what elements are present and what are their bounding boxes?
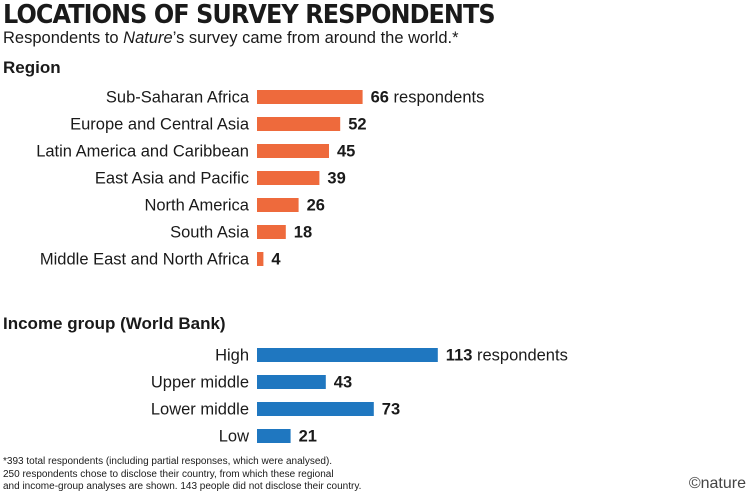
category-label: Lower middle xyxy=(151,401,249,419)
value-label: 66 respondents xyxy=(371,89,485,107)
section-title: Region xyxy=(3,58,61,77)
bar xyxy=(257,198,299,212)
category-label: South Asia xyxy=(170,224,250,242)
value-label: 26 xyxy=(307,197,325,215)
category-label: Middle East and North Africa xyxy=(40,251,250,269)
category-label: East Asia and Pacific xyxy=(95,170,249,188)
bar xyxy=(257,402,374,416)
footnote: *393 total respondents (including partia… xyxy=(3,456,361,494)
footnote-line: *393 total respondents (including partia… xyxy=(3,456,333,467)
category-label: North America xyxy=(144,197,249,215)
value-label: 4 xyxy=(271,251,281,269)
category-label: Upper middle xyxy=(151,374,249,392)
bar xyxy=(257,348,438,362)
section-title: Income group (World Bank) xyxy=(3,314,226,333)
value-label: 52 xyxy=(348,116,366,134)
category-label: Europe and Central Asia xyxy=(70,116,250,134)
bar xyxy=(257,144,329,158)
category-label: Sub-Saharan Africa xyxy=(106,89,250,107)
bar xyxy=(257,429,291,443)
category-label: Low xyxy=(219,428,249,446)
value-label: 43 xyxy=(334,374,352,392)
bar xyxy=(257,225,286,239)
chart-subtitle: Respondents to Nature’s survey came from… xyxy=(3,29,459,48)
bar xyxy=(257,252,264,266)
footnote-line: 250 respondents chose to disclose their … xyxy=(3,468,334,480)
value-label: 18 xyxy=(294,224,312,242)
subtitle-post: ’s survey came from around the world.* xyxy=(172,29,459,47)
footnote-line: and income-group analyses are shown. 143… xyxy=(3,481,362,492)
subtitle-journal-name: Nature xyxy=(123,29,173,47)
bar xyxy=(257,117,341,131)
category-label: High xyxy=(215,347,249,365)
bar-charts: Region Sub-Saharan Africa 66 respondents Eu… xyxy=(3,58,568,446)
value-label: 21 xyxy=(299,428,317,446)
category-label: Latin America and Caribbean xyxy=(36,143,249,161)
value-label: 113 respondents xyxy=(446,347,568,365)
subtitle-pre: Respondents to xyxy=(3,29,124,47)
nature-logo: ©nature xyxy=(688,475,746,492)
chart-title: LOCATIONS OF SURVEY RESPONDENTS xyxy=(3,0,496,30)
value-label: 39 xyxy=(327,170,345,188)
bar xyxy=(257,90,363,104)
bar xyxy=(257,171,320,185)
bar xyxy=(257,375,326,389)
value-label: 45 xyxy=(337,143,355,161)
value-label: 73 xyxy=(382,401,400,419)
